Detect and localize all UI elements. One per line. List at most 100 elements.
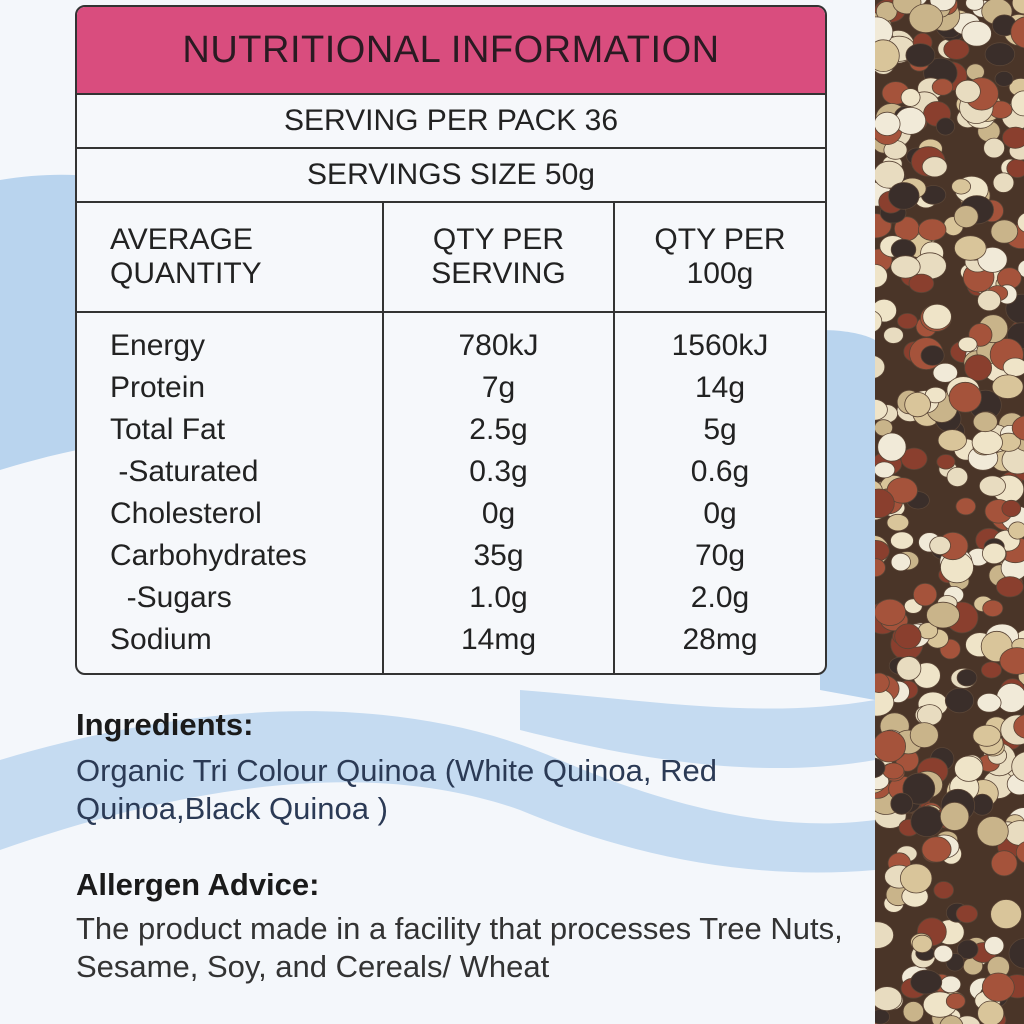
quinoa-grain	[1008, 521, 1024, 540]
quinoa-grain	[977, 289, 1002, 312]
quinoa-grain	[999, 647, 1024, 675]
quinoa-grain	[875, 558, 886, 578]
quinoa-grain	[977, 1000, 1005, 1024]
quinoa-grain	[976, 692, 1002, 713]
quinoa-grain	[984, 42, 1016, 67]
quinoa-grain	[908, 3, 944, 34]
column-header: QTY PER 100g	[654, 223, 786, 290]
quinoa-grain	[920, 345, 945, 366]
quinoa-grain	[992, 172, 1015, 193]
column-header: AVERAGE QUANTITY	[110, 223, 262, 290]
quinoa-grain	[983, 137, 1005, 159]
quinoa-grain	[948, 381, 982, 413]
nutrient-amount: 780kJ	[458, 329, 539, 362]
quinoa-grain	[875, 1008, 890, 1024]
quinoa-grain	[944, 687, 975, 714]
quinoa-grain	[890, 792, 914, 815]
quinoa-grain	[875, 672, 890, 693]
quinoa-grain	[882, 762, 905, 780]
column-divider	[382, 202, 384, 673]
quinoa-grain	[1013, 714, 1024, 739]
nutrient-amount: 7g	[481, 371, 516, 404]
quinoa-grain	[911, 934, 933, 954]
quinoa-grain	[875, 730, 906, 763]
nutrient-name: Carbohydrates	[110, 539, 307, 572]
quinoa-grain	[886, 477, 918, 504]
quinoa-grain	[972, 411, 998, 433]
quinoa-grain	[897, 312, 918, 330]
quinoa-grain	[1001, 499, 1022, 518]
nutrient-name: Sodium	[110, 623, 212, 656]
nutrient-amount: 5g	[703, 413, 737, 446]
quinoa-grain	[875, 355, 886, 379]
nutrient-amount: 0.3g	[469, 455, 528, 488]
quinoa-grain	[896, 656, 922, 681]
quinoa-grain	[1010, 16, 1024, 49]
quinoa-grain	[951, 178, 971, 195]
quinoa-grain	[933, 881, 954, 900]
quinoa-grain	[936, 454, 956, 470]
quinoa-grain	[877, 432, 907, 462]
quinoa-grain	[904, 391, 931, 418]
nutrient-amount: 0g	[481, 497, 516, 530]
column-divider	[613, 202, 615, 673]
ingredients-text: Organic Tri Colour Quinoa (White Quinoa,…	[76, 753, 717, 826]
quinoa-grain	[939, 1015, 964, 1024]
quinoa-grain	[900, 863, 933, 894]
nutrient-amount: 70g	[694, 539, 746, 572]
nutrient-name: Cholesterol	[110, 497, 262, 530]
quinoa-grain	[990, 219, 1019, 244]
nutrient-amount: 0.6g	[690, 455, 750, 488]
quinoa-grain	[991, 374, 1024, 399]
quinoa-grain	[875, 160, 905, 189]
quinoa-grain	[875, 264, 888, 288]
quinoa-grain	[961, 20, 992, 47]
nutrient-amount: 28mg	[682, 623, 758, 656]
quinoa-grain	[922, 303, 952, 330]
quinoa-grain	[875, 39, 900, 72]
quinoa-grain	[977, 246, 1008, 273]
quinoa-grain	[940, 975, 962, 994]
quinoa-grain	[955, 904, 979, 924]
quinoa-grain	[990, 899, 1023, 930]
nutrient-amount: 14mg	[460, 623, 537, 656]
quinoa-grain	[900, 447, 928, 471]
servings-per-pack: SERVING PER PACK 36	[77, 95, 825, 149]
quinoa-grain	[910, 969, 943, 995]
quinoa-grain	[971, 430, 1003, 455]
quinoa-grain	[1002, 126, 1024, 149]
quinoa-grain	[875, 461, 896, 479]
quinoa-grain	[996, 683, 1024, 713]
quinoa-grain	[909, 722, 939, 748]
nutrient-amount: 1560kJ	[671, 329, 769, 362]
quinoa-grain	[888, 182, 920, 210]
quinoa-grain	[1011, 751, 1024, 782]
quinoa-photo	[875, 0, 1024, 1024]
quinoa-grain	[931, 78, 954, 96]
nutrient-amount: 1.0g	[469, 581, 528, 614]
quinoa-grain	[980, 661, 1002, 679]
quinoa-grain	[978, 475, 1006, 497]
column-header: QTY PER SERVING	[431, 223, 566, 290]
quinoa-grain	[902, 1001, 925, 1023]
quinoa-grain	[982, 599, 1004, 618]
quinoa-grain	[875, 598, 906, 626]
quinoa-grain	[886, 513, 910, 532]
quinoa-grain	[994, 71, 1014, 87]
quinoa-grain	[883, 326, 904, 344]
panel-title: NUTRITIONAL INFORMATION	[77, 7, 825, 95]
serving-size: SERVINGS SIZE 50g	[77, 149, 825, 203]
quinoa-grain	[1015, 841, 1024, 864]
quinoa-grain	[976, 816, 1009, 847]
quinoa-grain	[1002, 357, 1024, 377]
nutrient-amount: 0g	[703, 497, 737, 530]
quinoa-grain	[890, 531, 914, 550]
quinoa-grain	[972, 724, 1002, 747]
quinoa-grain	[953, 205, 979, 229]
quinoa-grain	[875, 757, 886, 779]
nutrient-amount: 2.0g	[690, 581, 750, 614]
quinoa-grain	[946, 466, 969, 487]
quinoa-grain	[875, 398, 888, 421]
ingredients-heading: Ingredients:	[76, 707, 254, 742]
